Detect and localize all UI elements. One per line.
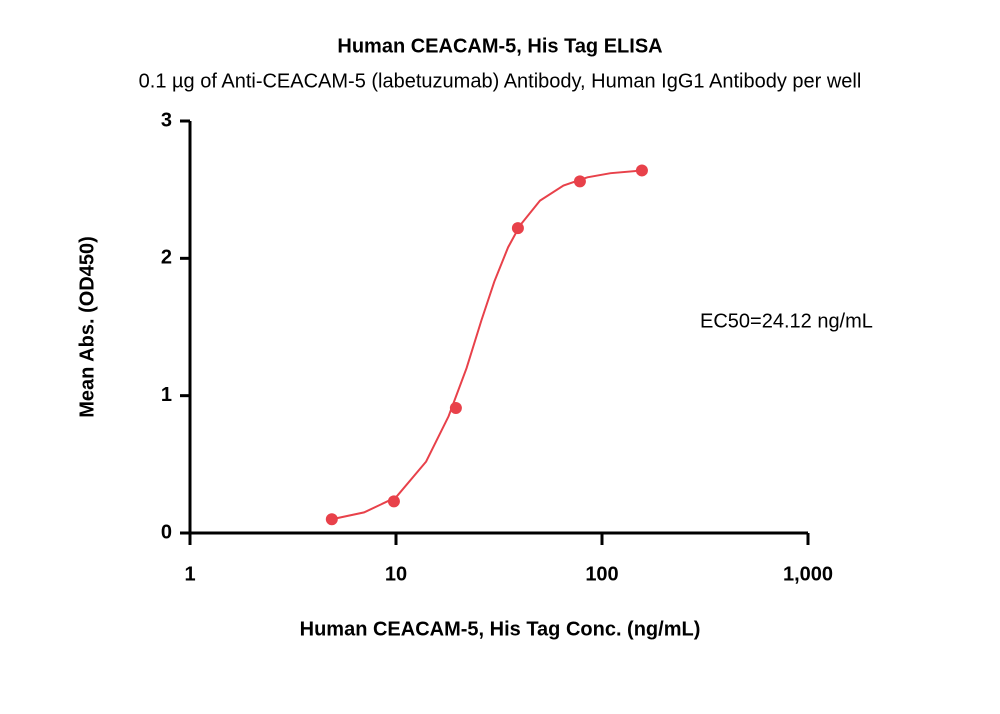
data-point — [325, 513, 338, 526]
y-tick-label: 0 — [161, 521, 172, 543]
data-point — [573, 175, 586, 188]
chart-title: Human CEACAM-5, His Tag ELISA — [337, 35, 662, 57]
chart-subtitle: 0.1 µg of Anti-CEACAM-5 (labetuzumab) An… — [139, 70, 862, 92]
y-tick-label: 1 — [161, 384, 172, 406]
fit-curve — [331, 169, 643, 521]
annotation: EC50=24.12 ng/mL — [700, 310, 873, 332]
data-point — [635, 164, 648, 177]
data-point — [511, 222, 524, 235]
data-point — [387, 495, 400, 508]
y-tick-label: 3 — [161, 109, 172, 131]
x-tick-label: 100 — [585, 563, 618, 585]
y-tick-label: 2 — [161, 247, 172, 269]
x-axis-label: Human CEACAM-5, His Tag Conc. (ng/mL) — [300, 618, 701, 640]
y-axis-label: Mean Abs. (OD450) — [76, 236, 98, 418]
x-tick-label: 10 — [385, 563, 407, 585]
x-tick-label: 1,000 — [783, 563, 833, 585]
x-tick-label: 1 — [184, 563, 195, 585]
data-point — [449, 402, 462, 415]
